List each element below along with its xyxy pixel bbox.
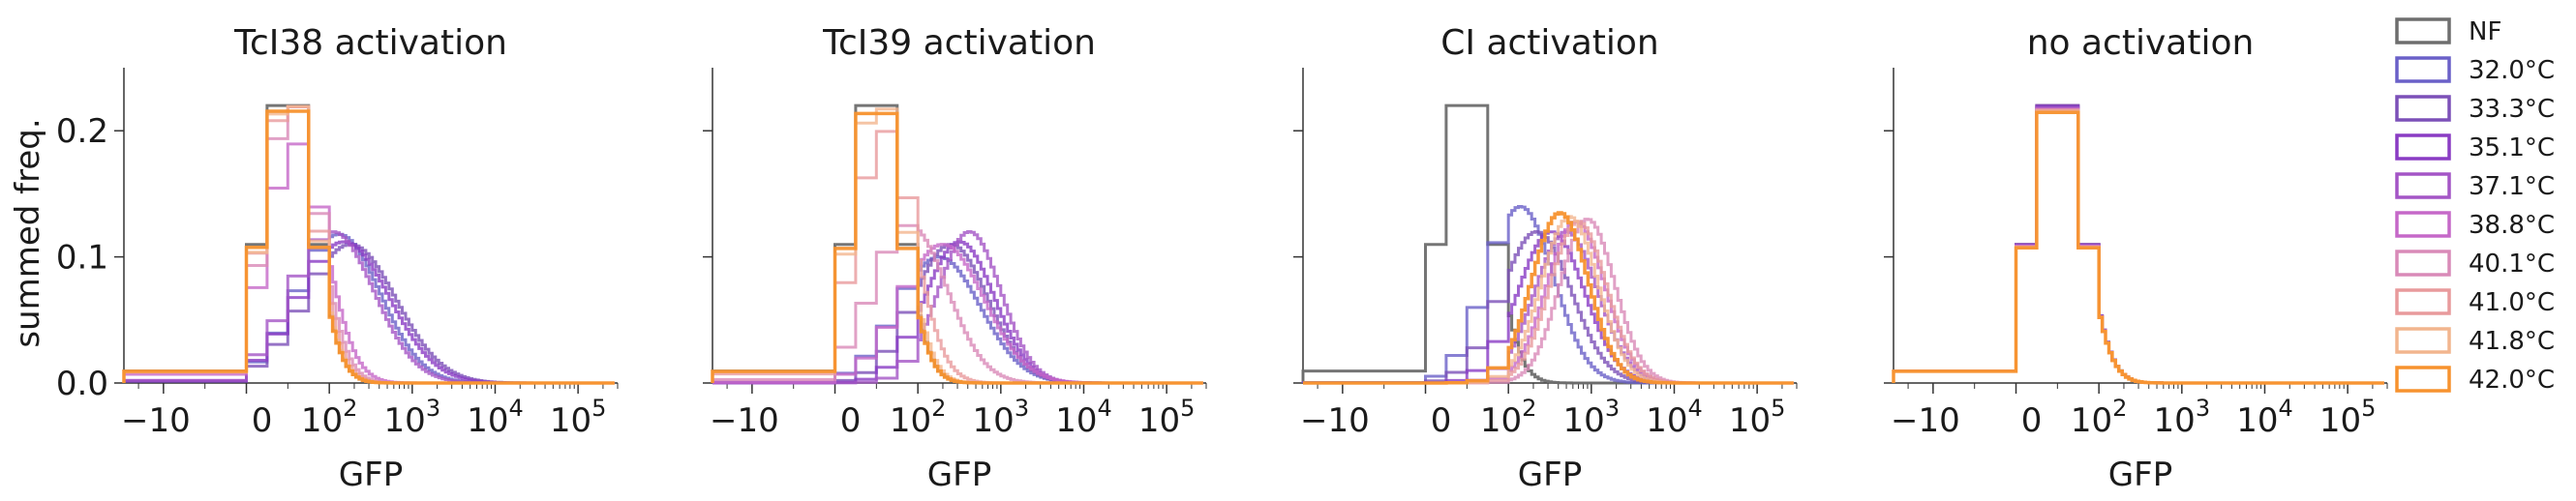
legend-swatch — [2395, 327, 2451, 354]
x-tick-label: 103 — [2154, 395, 2211, 440]
series-line-388C — [1303, 220, 1794, 385]
panel-3: CI activation −10 0 102 103 104 105 GFP — [1293, 23, 1798, 494]
series-line-420C — [122, 109, 615, 385]
y-tick-label: 0.0 — [56, 365, 108, 403]
x-tick-label: −10 — [121, 401, 191, 440]
legend-label: 38.8°C — [2469, 211, 2555, 240]
legend-swatch — [2395, 288, 2451, 315]
series-line-420C — [711, 111, 1203, 385]
series-line-410C — [711, 130, 1203, 385]
panel-title: TcI38 activation — [233, 23, 507, 63]
y-axis-label: summed freq. — [9, 118, 47, 347]
series-line-NF — [122, 103, 615, 385]
legend-swatch — [2395, 17, 2451, 44]
series-line-320C — [1892, 106, 2384, 385]
x-axis-label: GFP — [2108, 456, 2172, 494]
x-tick-label: 102 — [2071, 395, 2128, 440]
x-tick-label: −10 — [1891, 401, 1960, 440]
series-line-410C — [122, 104, 615, 385]
x-axis-label: GFP — [1518, 456, 1582, 494]
x-tick-label: 105 — [1729, 395, 1786, 440]
series-line-401C — [122, 105, 615, 385]
legend-label: 41.0°C — [2469, 288, 2555, 317]
legend-label: 32.0°C — [2469, 56, 2555, 85]
x-tick-label: 105 — [1138, 395, 1196, 440]
legend: NF 32.0°C 33.3°C 35.1°C 37.1°C 38.8°C 40.1°C 41… — [2395, 17, 2555, 395]
x-axis-label: GFP — [927, 456, 991, 494]
legend-swatch — [2395, 211, 2451, 238]
legend-entry: 40.1°C — [2395, 250, 2555, 279]
y-tick-label: 0.1 — [56, 239, 108, 278]
y-tick-label: 0.2 — [56, 112, 108, 151]
legend-entry: 35.1°C — [2395, 133, 2555, 162]
legend-label: 35.1°C — [2469, 133, 2555, 162]
x-tick-label: 0 — [2021, 401, 2043, 440]
x-tick-label: 104 — [467, 395, 524, 440]
x-axis-label: GFP — [339, 456, 403, 494]
x-tick-label: 0 — [840, 401, 862, 440]
series-line-320C — [711, 255, 1203, 385]
legend-entry: 41.8°C — [2395, 327, 2555, 356]
legend-entry: 33.3°C — [2395, 95, 2555, 124]
x-tick-label: 104 — [1646, 395, 1703, 440]
series-line-351C — [122, 240, 615, 385]
legend-label: 42.0°C — [2469, 366, 2555, 395]
x-tick-label: −10 — [710, 401, 779, 440]
legend-entry: 32.0°C — [2395, 56, 2555, 85]
series-line-NF — [1301, 103, 1794, 385]
x-tick-label: −10 — [1300, 401, 1370, 440]
x-tick-label: 105 — [2319, 395, 2377, 440]
legend-entry: 38.8°C — [2395, 211, 2555, 240]
series-line-410C — [1303, 220, 1794, 385]
series-line-418C — [122, 104, 615, 385]
series-line-351C — [1892, 103, 2384, 385]
x-tick-label: 0 — [1431, 401, 1452, 440]
series-line-371C — [1892, 106, 2384, 385]
series-line-418C — [1892, 109, 2384, 385]
panel-title: no activation — [2027, 23, 2255, 63]
panel-1: TcI38 activation 0.0 0.1 0.2 −10 0 102 103 104 10… — [9, 23, 619, 494]
series-line-NF — [1892, 103, 2384, 385]
panel-4: no activation −10 0 102 103 104 105 GFP — [1884, 23, 2388, 494]
legend-swatch — [2395, 250, 2451, 277]
legend-entry: 42.0°C — [2395, 366, 2555, 395]
legend-label: NF — [2469, 17, 2501, 46]
legend-entry: 37.1°C — [2395, 172, 2555, 201]
legend-label: 40.1°C — [2469, 250, 2555, 279]
series-line-420C — [1303, 211, 1794, 385]
panels: TcI38 activation 0.0 0.1 0.2 −10 0 102 103 104 10… — [9, 23, 2388, 494]
legend-swatch — [2395, 95, 2451, 122]
series-line-388C — [1892, 107, 2384, 385]
legend-swatch — [2395, 133, 2451, 161]
series-line-410C — [1892, 108, 2384, 385]
series-line-401C — [1892, 108, 2384, 385]
panel-title: TcI39 activation — [822, 23, 1096, 63]
x-tick-label: 0 — [252, 401, 273, 440]
legend-swatch — [2395, 56, 2451, 83]
x-tick-label: 104 — [1055, 395, 1112, 440]
legend-entry: NF — [2395, 17, 2501, 46]
legend-label: 37.1°C — [2469, 172, 2555, 201]
x-tick-label: 104 — [2236, 395, 2293, 440]
legend-label: 41.8°C — [2469, 327, 2555, 356]
series-line-401C — [1303, 218, 1794, 385]
legend-swatch — [2395, 172, 2451, 199]
x-tick-label: 105 — [550, 395, 607, 440]
legend-swatch — [2395, 366, 2451, 393]
x-tick-label: 102 — [1480, 395, 1537, 440]
panel-title: CI activation — [1440, 23, 1659, 63]
x-tick-label: 103 — [1563, 395, 1621, 440]
series-line-420C — [1892, 110, 2384, 385]
x-tick-label: 103 — [973, 395, 1030, 440]
panel-2: TcI39 activation −10 0 102 103 104 105 GFP — [703, 23, 1207, 494]
x-tick-label: 103 — [384, 395, 441, 440]
x-tick-label: 102 — [301, 395, 358, 440]
legend-entry: 41.0°C — [2395, 288, 2555, 317]
legend-label: 33.3°C — [2469, 95, 2555, 124]
series-line-401C — [711, 223, 1203, 385]
series-line-333C — [1892, 104, 2384, 385]
x-tick-label: 102 — [890, 395, 947, 440]
